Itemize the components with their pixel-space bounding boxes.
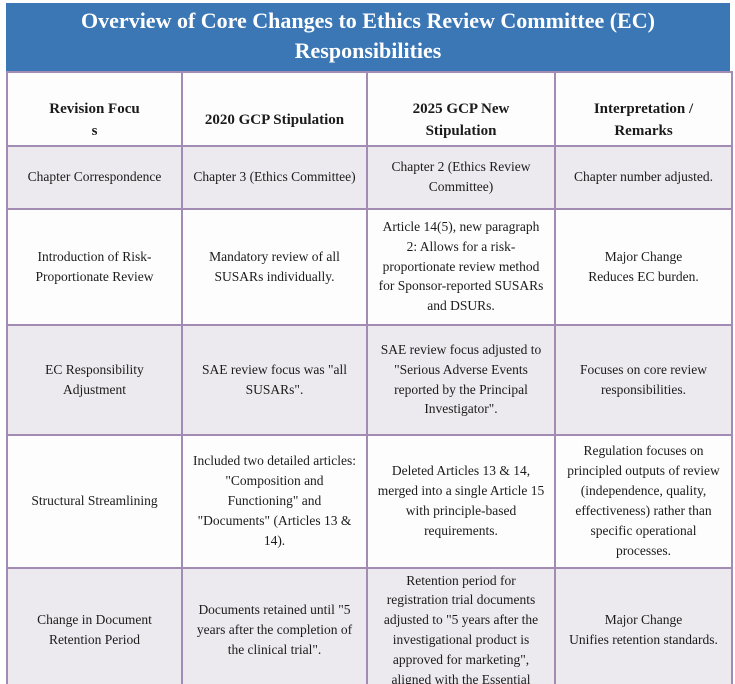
- cell-2025-stipulation: Retention period for registration trial …: [366, 566, 556, 684]
- column-header-interpretation: Interpretation / Remarks: [554, 71, 733, 147]
- cell-revision-focus: Change in Document Retention Period: [6, 566, 183, 684]
- cell-2020-stipulation: Documents retained until "5 years after …: [181, 566, 368, 684]
- cell-2020-stipulation: Chapter 3 (Ethics Committee): [181, 144, 368, 210]
- column-header-label: 2020 GCP Stipulation: [204, 111, 345, 128]
- cell-2025-stipulation: SAE review focus adjusted to "Serious Ad…: [366, 323, 556, 436]
- column-header-revision-focus: Revision Focus: [6, 71, 183, 147]
- cell-revision-focus: Chapter Correspondence: [6, 144, 183, 210]
- cell-2025-stipulation: Article 14(5), new paragraph 2: Allows f…: [366, 207, 556, 326]
- table-row-ec-responsibility-adjustment: EC Responsibility Adjustment SAE review …: [6, 323, 733, 436]
- page-title: Overview of Core Changes to Ethics Revie…: [6, 3, 730, 71]
- table-row-structural-streamlining: Structural Streamlining Included two det…: [6, 433, 733, 569]
- cell-2020-stipulation: Mandatory review of all SUSARs individua…: [181, 207, 368, 326]
- cell-remarks: Major Change Unifies retention standards…: [554, 566, 733, 684]
- column-header-2020-gcp: 2020 GCP Stipulation: [181, 71, 368, 147]
- cell-2020-stipulation: Included two detailed articles: "Composi…: [181, 433, 368, 569]
- cell-remarks: Focuses on core review responsibilities.: [554, 323, 733, 436]
- table-row-chapter-correspondence: Chapter Correspondence Chapter 3 (Ethics…: [6, 144, 733, 210]
- cell-2025-stipulation: Chapter 2 (Ethics Review Committee): [366, 144, 556, 210]
- column-header-label: Interpretation / Remarks: [593, 100, 694, 140]
- cell-revision-focus: EC Responsibility Adjustment: [6, 323, 183, 436]
- ec-changes-table: Revision Focus 2020 GCP Stipulation 2025…: [6, 71, 733, 684]
- column-header-2025-gcp: 2025 GCP New Stipulation: [366, 71, 556, 147]
- header-row: Revision Focus 2020 GCP Stipulation 2025…: [6, 71, 733, 147]
- cell-remarks: Regulation focuses on principled outputs…: [554, 433, 733, 569]
- cell-revision-focus: Structural Streamlining: [6, 433, 183, 569]
- cell-revision-focus: Introduction of Risk-Proportionate Revie…: [6, 207, 183, 326]
- cell-2025-stipulation: Deleted Articles 13 & 14, merged into a …: [366, 433, 556, 569]
- column-header-label: Revision Focus: [49, 100, 140, 140]
- table-row-risk-proportionate-review: Introduction of Risk-Proportionate Revie…: [6, 207, 733, 326]
- cell-2020-stipulation: SAE review focus was "all SUSARs".: [181, 323, 368, 436]
- table-row-document-retention-period: Change in Document Retention Period Docu…: [6, 566, 733, 684]
- cell-remarks: Chapter number adjusted.: [554, 144, 733, 210]
- column-header-label: 2025 GCP New Stipulation: [412, 100, 510, 140]
- cell-remarks: Major Change Reduces EC burden.: [554, 207, 733, 326]
